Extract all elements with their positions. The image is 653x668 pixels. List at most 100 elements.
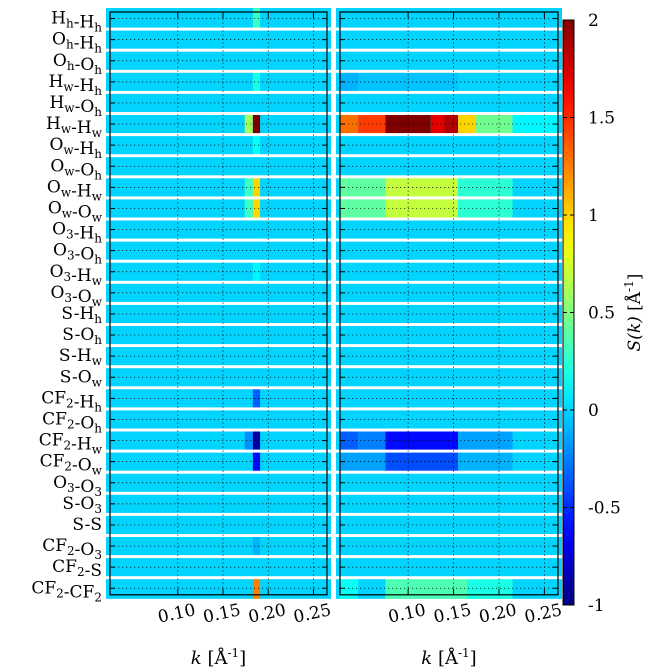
row-separator: [106, 576, 331, 580]
row-separator: [336, 491, 562, 495]
colorbar-tick-label: 2: [588, 11, 599, 31]
heatmap-cell: [252, 577, 261, 599]
row-separator: [106, 48, 331, 52]
row-separator: [336, 386, 562, 390]
row-separator: [336, 133, 562, 137]
row-separator: [106, 470, 331, 474]
heatmap-cell: [385, 430, 459, 452]
row-separator: [336, 154, 562, 158]
row-separator: [106, 323, 331, 326]
row-separator: [106, 449, 331, 453]
row-label: O3-O3: [53, 473, 102, 499]
heatmap-cell: [385, 176, 459, 198]
row-label: S-Ow: [60, 367, 103, 389]
row-label: O3-Ow: [50, 283, 102, 309]
row-separator: [106, 386, 331, 390]
row-separator: [106, 301, 331, 305]
heatmap-cell: [358, 113, 386, 135]
row-label: CF2-Hw: [39, 431, 103, 457]
row-separator: [336, 534, 562, 537]
row-separator: [336, 196, 562, 200]
row-separator: [336, 344, 562, 348]
row-separator: [106, 512, 331, 516]
row-label: O3-Hw: [50, 262, 103, 288]
row-separator: [106, 238, 331, 242]
colorbar-tick-label: -1: [588, 596, 605, 616]
colorbar-tick-label: 1.5: [588, 109, 615, 129]
row-separator: [106, 27, 331, 31]
row-separator: [106, 175, 331, 179]
heatmap-cell: [244, 430, 253, 452]
x-tick-label: 0.20: [247, 600, 288, 627]
row-separator: [336, 175, 562, 179]
row-separator: [106, 428, 331, 432]
x-tick-label: 0.20: [477, 600, 518, 627]
row-separator: [106, 259, 331, 263]
x-tick-label: 0.10: [156, 600, 197, 627]
row-label: S-Hw: [59, 346, 103, 368]
row-separator: [336, 470, 562, 474]
row-labels: Hh-HhOh-HhOh-OhHw-HhHw-OhHw-HwOw-HhOw-Oh…: [31, 9, 102, 605]
row-separator: [336, 112, 562, 115]
row-separator: [336, 576, 562, 580]
row-separator: [106, 555, 331, 559]
x-axis-label: k [Å-1]: [191, 646, 246, 668]
row-label: CF2-Oh: [42, 409, 102, 435]
heatmap-cell: [252, 8, 261, 30]
row-separator: [336, 449, 562, 453]
plot-frame: [339, 11, 559, 596]
x-tick-label: 0.25: [292, 600, 333, 627]
heatmap-cell: [252, 134, 261, 156]
heatmap-cell: [458, 176, 513, 198]
colorbar-tick-label: 0: [588, 401, 599, 421]
heatmap-cell: [252, 71, 261, 93]
row-separator: [336, 217, 562, 221]
row-label: Oh-Hh: [52, 30, 102, 56]
row-separator: [336, 301, 562, 305]
row-label: Ow-Hh: [49, 135, 102, 161]
colorbar: -1 -0.5 0 0.5 1 1.5 2 S(k) [Å-1]: [562, 11, 645, 616]
x-tick-label: 0.10: [386, 600, 427, 627]
heatmap-cell: [252, 535, 261, 557]
heatmap-cell: [430, 113, 445, 135]
row-label: Hh-Hh: [51, 9, 102, 35]
row-separator: [106, 69, 331, 73]
row-separator: [336, 259, 562, 263]
row-label: Ow-Hw: [47, 177, 103, 203]
row-separator: [106, 534, 331, 537]
row-separator: [336, 48, 562, 52]
row-separator: [106, 491, 331, 495]
heatmap-cell: [340, 176, 386, 198]
heatmap-cell: [252, 197, 261, 219]
panel-right: 0.10 0.15 0.20 0.25 k [Å-1]: [336, 8, 564, 668]
row-label: CF2-CF2: [31, 578, 102, 604]
grid: [340, 18, 558, 589]
heatmap-cell: [252, 387, 261, 409]
row-separator: [106, 112, 331, 115]
heatmap-cell: [385, 577, 468, 599]
row-label: CF2-O3: [42, 536, 102, 562]
heatmap-cell: [244, 197, 253, 219]
row-separator: [336, 407, 562, 411]
colorbar-tick-label: 0.5: [588, 304, 615, 324]
row-label: CF2-Ow: [40, 452, 103, 478]
heatmap-cell: [467, 577, 513, 599]
heatmap-cell: [252, 176, 261, 198]
x-tick-label: 0.15: [201, 600, 242, 627]
row-separator: [106, 280, 331, 284]
heatmap-cell: [444, 113, 459, 135]
row-label: Hw-Oh: [49, 93, 102, 119]
row-separator: [106, 90, 331, 94]
row-label: CF2-Hh: [41, 388, 102, 414]
row-separator: [106, 154, 331, 158]
row-label: CF2-S: [52, 557, 102, 581]
heatmap-cell: [512, 113, 558, 135]
panel-left: 0.10 0.15 0.20 0.25 k [Å-1]: [106, 8, 333, 668]
heatmap-cell: [252, 430, 261, 452]
row-separator: [106, 196, 331, 200]
heatmap-cell: [358, 430, 386, 452]
heatmap-cell: [252, 451, 261, 473]
row-label: S-O3: [62, 494, 102, 516]
x-tick-label: 0.15: [432, 600, 473, 627]
